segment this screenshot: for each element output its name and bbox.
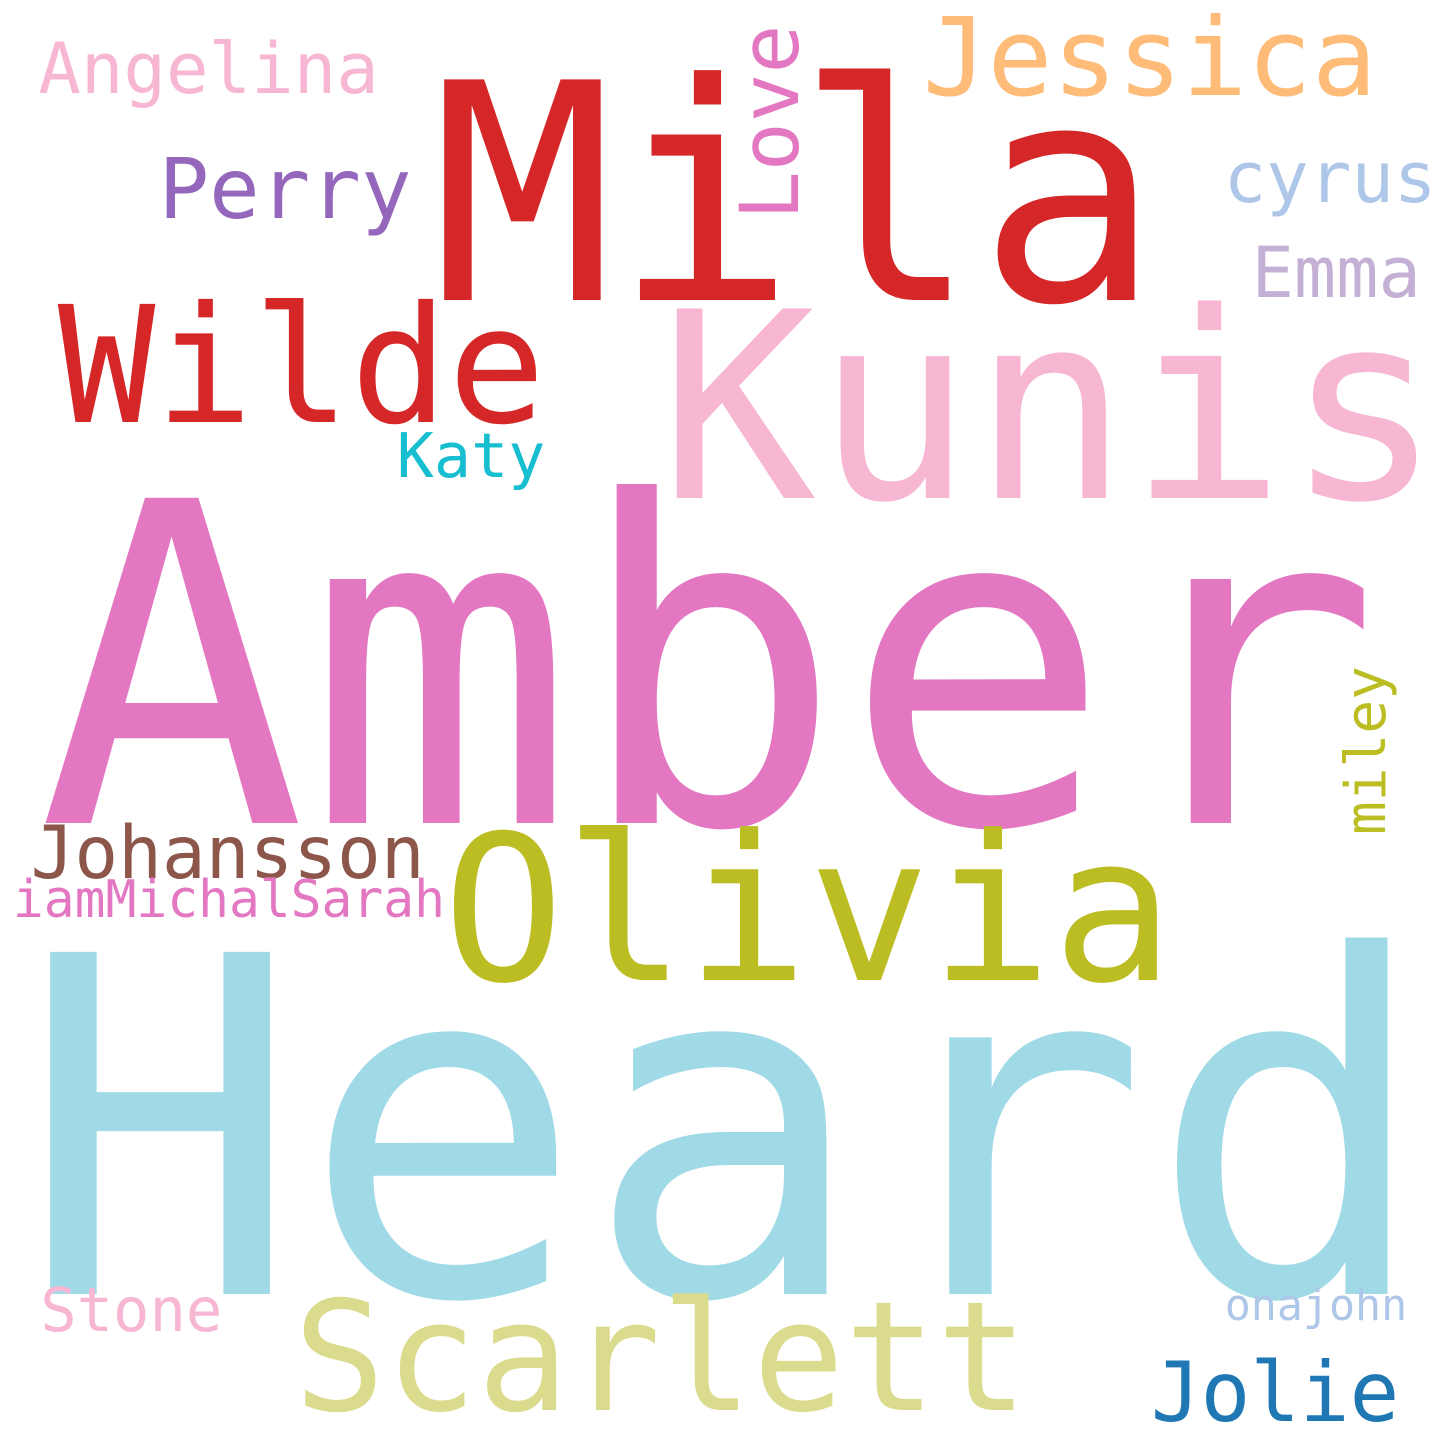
word-jessica: Jessica bbox=[922, 0, 1377, 121]
word-amber: Amber bbox=[37, 410, 1381, 930]
word-kunis: Kunis bbox=[659, 257, 1440, 560]
word-love: Love bbox=[724, 24, 819, 221]
word-perry: Perry bbox=[158, 139, 412, 238]
word-stone: Stone bbox=[40, 1276, 223, 1347]
word-wilde: Wilde bbox=[57, 272, 546, 461]
word-iammichalsarah: iamMichalSarah bbox=[12, 869, 445, 930]
word-jolie: Jolie bbox=[1150, 1345, 1400, 1440]
word-olivia: Olivia bbox=[442, 792, 1175, 1029]
word-angelina: Angelina bbox=[38, 26, 379, 110]
word-cyrus: cyrus bbox=[1223, 136, 1437, 219]
word-scarlett: Scarlett bbox=[293, 1267, 1029, 1440]
word-johansson: Johansson bbox=[30, 811, 425, 896]
word-heard: Heard bbox=[18, 858, 1432, 1406]
word-onajohn: onajohn bbox=[1224, 1281, 1408, 1331]
word-mila: Mila bbox=[431, 20, 1161, 373]
word-katy: Katy bbox=[396, 420, 546, 493]
word-miley: miley bbox=[1333, 666, 1399, 835]
word-emma: Emma bbox=[1251, 231, 1421, 314]
